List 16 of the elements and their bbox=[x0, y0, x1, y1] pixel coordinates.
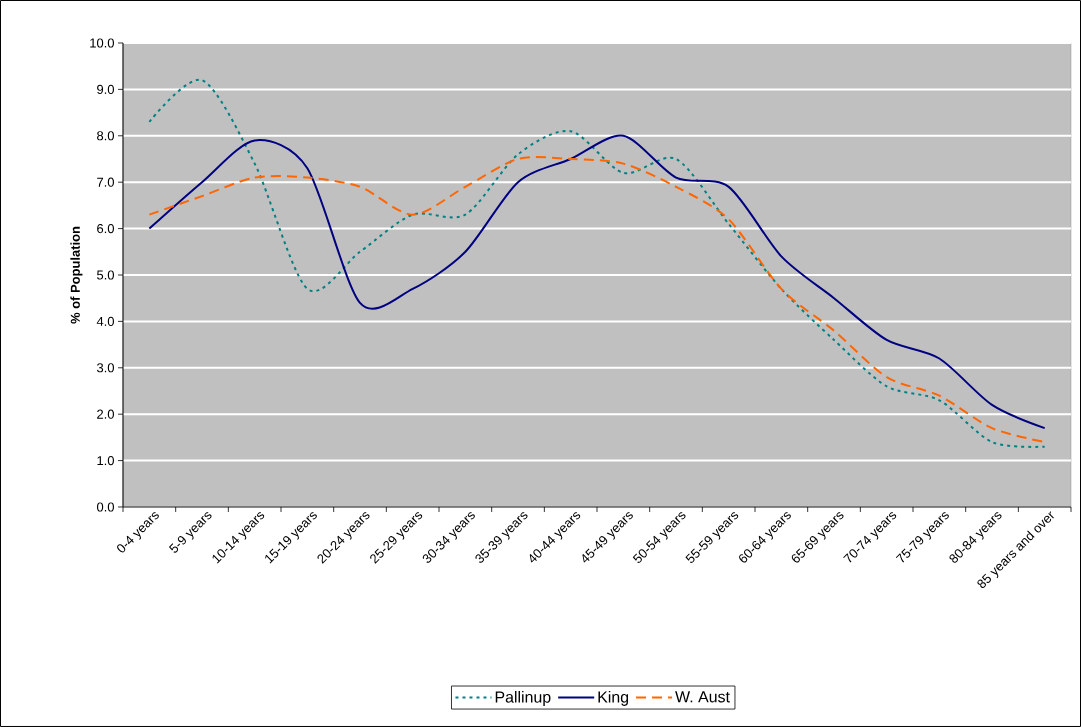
y-tick-label: 1.0 bbox=[97, 456, 114, 466]
y-tick-label: 3.0 bbox=[96, 363, 114, 373]
y-axis-title: % of Population bbox=[70, 226, 83, 324]
y-tick-label: 6.0 bbox=[97, 224, 114, 234]
line-series bbox=[148, 78, 1046, 448]
legend-label: King bbox=[598, 691, 629, 706]
y-tick-label: 5.0 bbox=[97, 270, 114, 280]
y-tick-label: 9.0 bbox=[97, 84, 114, 94]
y-tick-label: 4.0 bbox=[96, 316, 114, 326]
y-tick-label: 10.0 bbox=[90, 38, 114, 48]
y-tick-label: 0.0 bbox=[96, 502, 114, 512]
y-tick-label: 8.0 bbox=[97, 131, 114, 141]
y-tick-label: 2.0 bbox=[97, 409, 114, 419]
legend-label: W. Aust bbox=[675, 691, 730, 703]
y-tick-label: 7.0 bbox=[97, 177, 114, 187]
legend-label: Pallinup bbox=[495, 691, 551, 706]
